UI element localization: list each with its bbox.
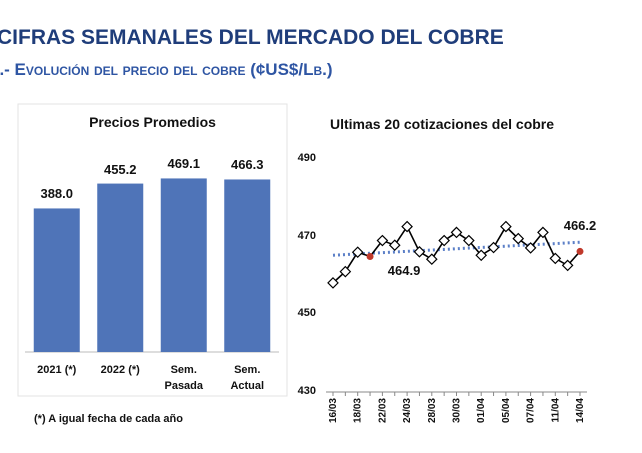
x-tick-label: 05/04	[501, 398, 512, 423]
marker	[339, 265, 352, 278]
marker	[561, 259, 574, 272]
marker	[549, 252, 562, 265]
panel-border	[17, 103, 288, 397]
x-tick-label: Sem. Actual	[230, 364, 265, 392]
page-subtitle: 1.- Evolución del precio del cobre (¢US$…	[0, 60, 333, 79]
marker	[475, 249, 488, 262]
marker	[401, 220, 413, 233]
trendline	[332, 240, 581, 257]
x-tick-label: 01/04	[476, 398, 487, 423]
value-label: 466.3	[230, 157, 264, 173]
bar	[160, 178, 207, 352]
marker	[512, 232, 525, 245]
page-title: CIFRAS SEMANALES DEL MERCADO DEL COBRE	[0, 26, 504, 49]
marker	[487, 241, 500, 254]
marker	[351, 246, 364, 259]
x-tick-label: 16/03	[328, 398, 339, 423]
x-tick-label: 28/03	[427, 398, 438, 423]
x-tick-label: 2022 (*)	[100, 364, 140, 376]
marker	[524, 242, 537, 254]
x-tick-label: 2021 (*)	[37, 364, 77, 376]
y-tick-label: 450	[297, 307, 316, 320]
x-tick-label: Sem. Pasada	[164, 364, 204, 392]
highlight-marker	[366, 252, 374, 260]
marker	[376, 234, 389, 247]
highlight-marker	[576, 247, 584, 255]
bar	[33, 208, 80, 352]
value-label: 455.2	[103, 161, 137, 177]
chart-title: Precios Promedios	[89, 114, 216, 130]
marker	[388, 239, 401, 252]
y-tick-label: 430	[297, 385, 316, 397]
marker	[450, 226, 463, 239]
x-tick-label: 24/03	[402, 398, 413, 423]
x-tick-label: 07/04	[526, 398, 537, 423]
bar	[224, 179, 271, 352]
footnote: (*) A igual fecha de cada año	[34, 413, 183, 425]
marker	[438, 234, 450, 247]
chart-title: Ultimas 20 cotizaciones del cobre	[329, 116, 555, 132]
x-tick-label: 18/03	[353, 398, 364, 423]
marker	[500, 220, 512, 233]
marker	[413, 245, 426, 258]
y-tick-label: 470	[297, 229, 316, 242]
marker	[537, 226, 549, 239]
x-tick-label: 11/04	[550, 398, 561, 423]
x-tick-label: 14/04	[575, 398, 586, 423]
y-tick-label: 490	[297, 152, 316, 164]
marker	[327, 277, 339, 289]
x-tick-label: 22/03	[377, 398, 388, 423]
bar	[97, 183, 144, 352]
marker	[463, 234, 475, 247]
value-label: 464.9	[387, 263, 421, 279]
x-tick-label: 30/03	[452, 398, 463, 423]
value-label: 469.1	[167, 156, 201, 172]
value-label: 466.2	[563, 218, 597, 234]
value-label: 388.0	[40, 186, 74, 202]
marker	[425, 253, 438, 266]
